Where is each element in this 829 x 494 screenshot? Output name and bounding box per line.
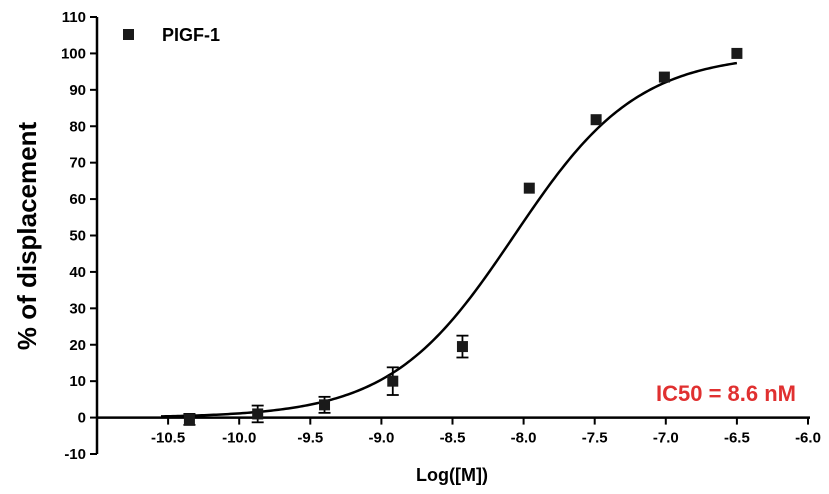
data-point (251, 404, 264, 424)
data-marker (387, 375, 399, 387)
x-tick-label: -9.5 (297, 430, 323, 447)
x-tick-label: -10.5 (151, 430, 185, 447)
data-marker (252, 408, 264, 420)
x-tick-label: -10.0 (222, 430, 256, 447)
legend-label: PIGF-1 (162, 25, 220, 45)
x-tick-label: -6.0 (795, 430, 821, 447)
data-marker (731, 47, 743, 59)
y-tick-label: 60 (69, 191, 86, 208)
x-tick-label: -8.0 (511, 430, 537, 447)
y-tick-label: 70 (69, 155, 86, 172)
x-tick-label: -7.0 (653, 430, 679, 447)
y-tick-label: 0 (78, 410, 86, 427)
y-tick-label: 110 (62, 9, 86, 26)
y-tick-label: 50 (69, 228, 86, 245)
ic50-annotation: IC50 = 8.6 nM (656, 381, 796, 406)
y-ticks: -10 0 10 20 30 40 50 60 70 80 90 100 110 (61, 9, 97, 463)
y-tick-label: 100 (61, 45, 86, 62)
data-marker (658, 71, 670, 83)
y-tick-label: 80 (69, 118, 86, 135)
x-ticks: -10.5 -10.0 -9.5 -9.0 -8.5 -8.0 -7.5 -7.0 -6.5 -6… (151, 417, 821, 447)
y-tick-label: 10 (69, 373, 86, 390)
x-tick-label: -8.5 (440, 430, 466, 447)
data-point (386, 366, 399, 396)
data-marker (319, 399, 331, 411)
data-marker (590, 114, 602, 126)
y-tick-label: 30 (69, 300, 86, 317)
data-point (456, 334, 469, 359)
x-tick-label: -6.5 (724, 430, 750, 447)
data-point (318, 395, 331, 414)
data-marker (456, 341, 468, 353)
x-axis-title: Log([M]) (416, 465, 488, 485)
data-marker (183, 413, 195, 425)
data-points (183, 47, 743, 426)
data-point (731, 47, 743, 59)
data-point (590, 114, 602, 126)
data-point (658, 71, 670, 83)
y-axis-title: % of displacement (12, 122, 42, 351)
fit-curve (160, 61, 738, 418)
legend: PIGF-1 (123, 25, 220, 45)
y-tick-label: 40 (69, 264, 86, 281)
data-point (183, 413, 196, 426)
data-point (523, 182, 535, 194)
y-tick-label: -10 (64, 446, 86, 463)
data-marker (523, 182, 535, 194)
x-tick-label: -9.0 (368, 430, 394, 447)
x-tick-label: -7.5 (582, 430, 608, 447)
y-tick-label: 90 (69, 82, 86, 99)
legend-marker (123, 29, 134, 40)
y-tick-label: 20 (69, 337, 86, 354)
